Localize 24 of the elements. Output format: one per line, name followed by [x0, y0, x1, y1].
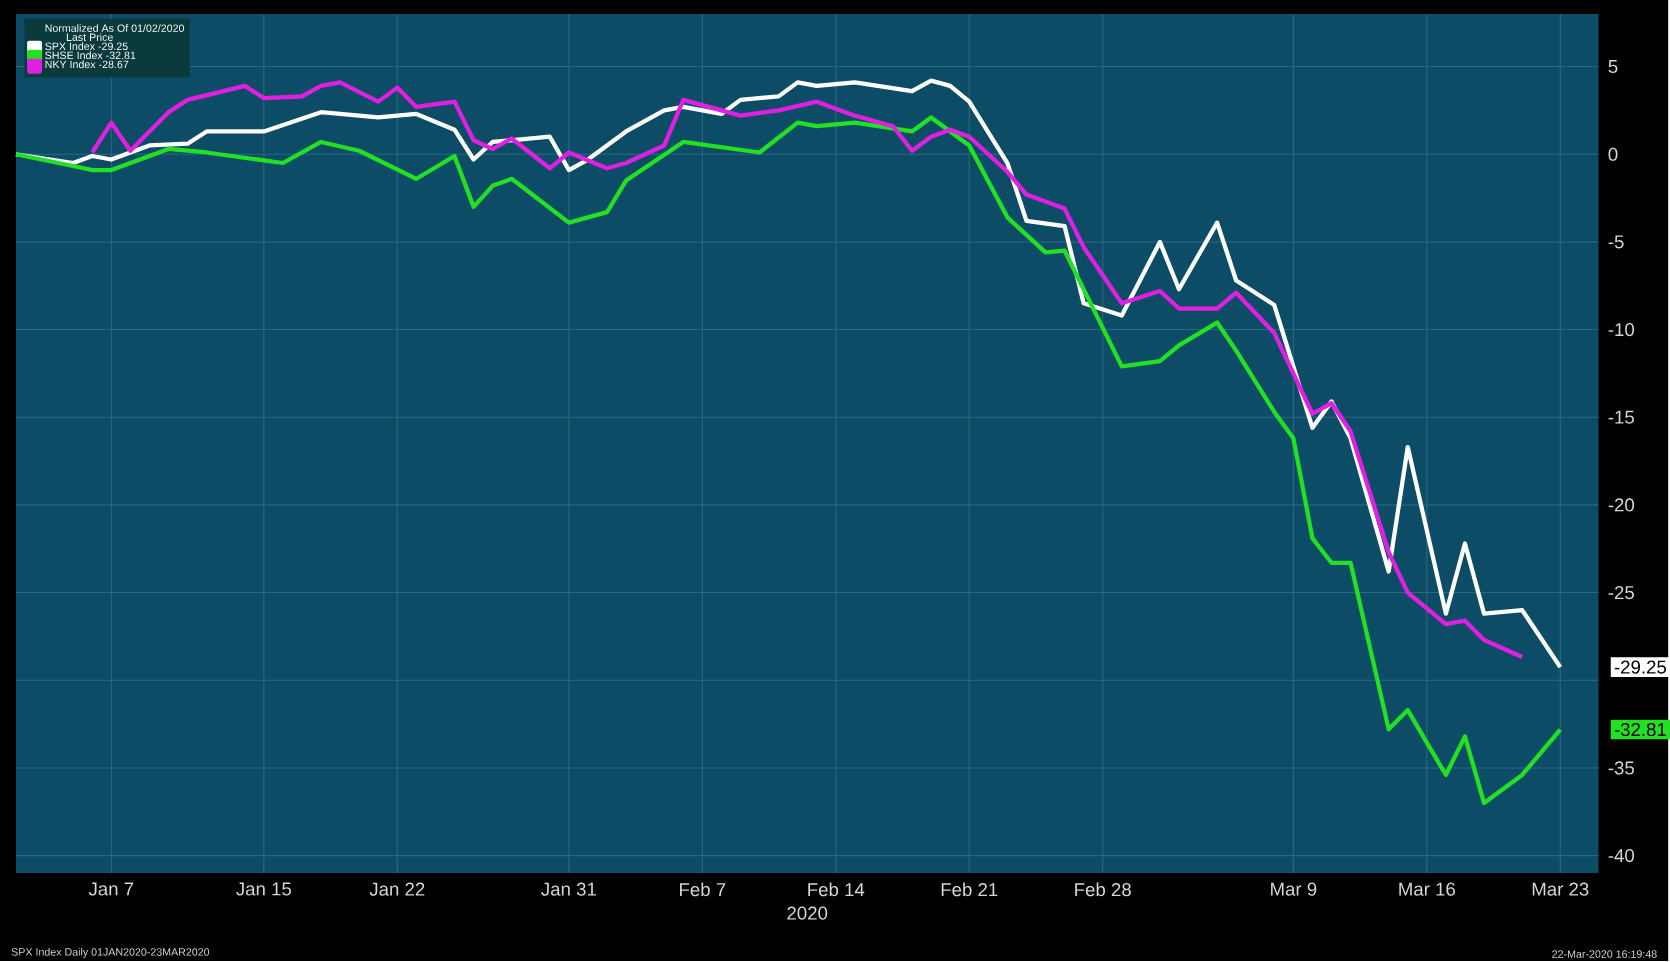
- line-series: [13, 115, 1563, 806]
- x-tick-label: Jan 7: [88, 883, 134, 896]
- y-tick-label: -10: [1608, 323, 1635, 337]
- y-tick-label: -20: [1608, 498, 1635, 512]
- x-tick-label: Feb 14: [808, 883, 865, 897]
- x-tick-label: Mar 16: [1399, 883, 1455, 897]
- y-tick-label: -5: [1608, 235, 1624, 249]
- x-tick-label: Mar 9: [1271, 883, 1317, 897]
- y-tick-label: 0: [1608, 148, 1618, 162]
- x-axis-title: 2020: [787, 907, 828, 921]
- x-tick-label: Jan 15: [236, 883, 292, 896]
- y-tick-label: -40: [1608, 849, 1635, 863]
- y-tick-label: -35: [1608, 761, 1634, 775]
- x-tick-label: Feb 7: [680, 883, 726, 897]
- x-tick-label: Feb 28: [1075, 883, 1131, 897]
- y-tick-label: 5: [1608, 60, 1618, 74]
- annotation: -29.25: [1614, 661, 1667, 675]
- x-tick-label: Jan 22: [369, 883, 425, 897]
- x-tick-label: Jan 31: [541, 883, 596, 897]
- y-tick-label: -25: [1608, 586, 1634, 600]
- x-tick-label: Mar 23: [1532, 883, 1589, 897]
- x-tick-label: Feb 21: [941, 883, 998, 897]
- annotation: -32.81: [1614, 723, 1666, 737]
- y-tick-label: -15: [1608, 411, 1634, 425]
